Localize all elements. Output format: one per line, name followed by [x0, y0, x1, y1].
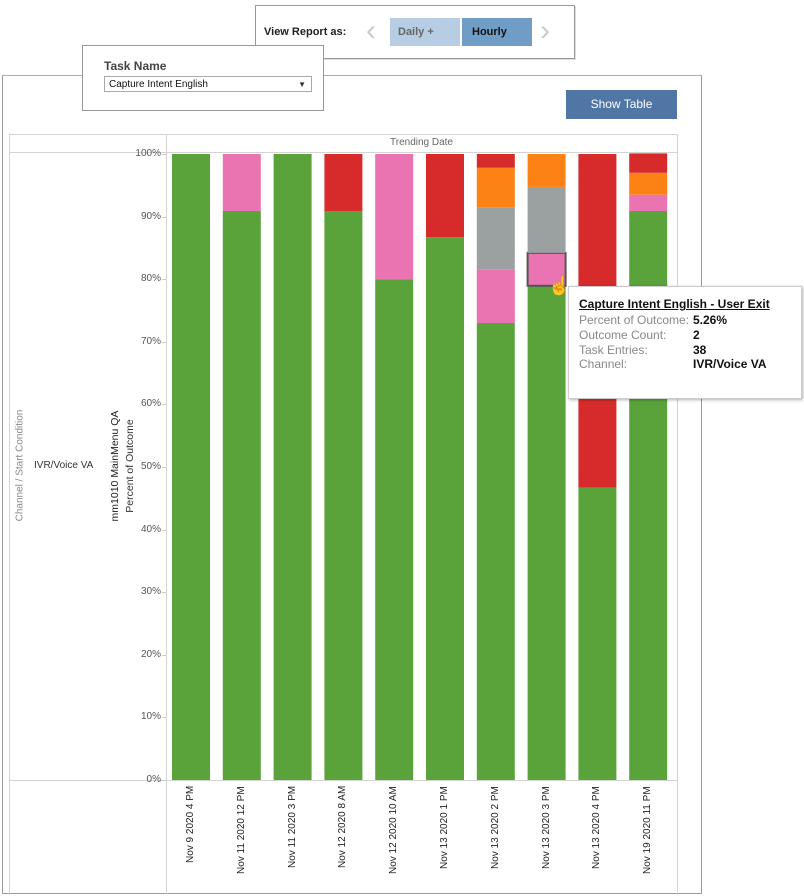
hand-cursor-icon: ☝	[548, 275, 570, 297]
x-tick-label: Nov 9 2020 4 PM	[185, 785, 196, 863]
y-tick-mark	[162, 341, 166, 343]
bar-segment-pink[interactable]	[476, 269, 515, 324]
bar-segment-green[interactable]	[273, 154, 312, 780]
bar-segment-green[interactable]	[375, 279, 414, 780]
y-tick-label: 10%	[140, 711, 161, 723]
tooltip-key: Task Entries:	[579, 343, 648, 357]
y-tick-label: 90%	[140, 210, 161, 222]
show-table-button[interactable]: Show Table	[566, 90, 677, 119]
x-tick-label: Nov 12 2020 10 AM	[388, 786, 400, 874]
x-tick-label: Nov 13 2020 3 PM	[540, 786, 552, 869]
bar-segment-red[interactable]	[629, 153, 668, 173]
bar-segment-pink[interactable]	[526, 251, 567, 287]
tooltip: Capture Intent English - User Exit Perce…	[568, 286, 802, 399]
task-name-title: Task Name	[104, 59, 167, 73]
tooltip-value: IVR/Voice VA	[693, 357, 767, 371]
tooltip-value: 2	[693, 328, 700, 342]
bar-segment-green[interactable]	[527, 285, 566, 780]
y-tick-mark	[162, 529, 166, 531]
x-tick-label: Nov 13 2020 4 PM	[591, 786, 603, 869]
bar-segment-orange[interactable]	[527, 154, 566, 187]
tooltip-key: Percent of Outcome:	[579, 313, 690, 327]
y-tick-label: 30%	[140, 586, 161, 598]
dashboard-panel	[2, 75, 702, 894]
bar-segment-gray[interactable]	[527, 186, 566, 253]
y-tick-label: 50%	[140, 461, 161, 472]
chevron-left-icon[interactable]: ‹	[366, 14, 376, 47]
x-tick-label: Nov 12 2020 8 AM	[337, 785, 349, 868]
y-tick-mark	[162, 216, 166, 218]
y-tick-mark	[162, 592, 166, 594]
daily-option-button[interactable]: Daily +	[390, 18, 460, 46]
bar-segment-orange[interactable]	[629, 172, 668, 195]
y-tick-label: 60%	[140, 398, 161, 410]
x-tick-label: Nov 13 2020 2 PM	[489, 786, 501, 869]
chart-frame	[9, 134, 678, 895]
bar-segment-orange[interactable]	[476, 167, 515, 208]
row-value: IVR/Voice VA	[34, 460, 94, 471]
y-tick-label: 80%	[140, 273, 161, 285]
bar-segment-green[interactable]	[476, 323, 515, 780]
y-tick-label: 0%	[146, 774, 161, 785]
bar-segment-green[interactable]	[172, 154, 210, 780]
column-header: Trending Date	[390, 137, 453, 148]
x-tick-label: Nov 19 2020 11 PM	[642, 786, 654, 874]
bar-segment-pink[interactable]	[222, 154, 261, 211]
chevron-right-icon[interactable]: ›	[540, 14, 550, 47]
bar-segment-gray[interactable]	[476, 207, 515, 270]
bar-segment-pink[interactable]	[375, 154, 414, 280]
task-name-dropdown[interactable]: Capture Intent English ▼	[104, 76, 312, 92]
task-name-filter: Task Name Capture Intent English ▼	[82, 45, 324, 111]
bar-segment-green[interactable]	[578, 487, 617, 780]
dropdown-arrow-icon: ▼	[298, 80, 306, 89]
y-tick-mark	[162, 467, 166, 468]
bar-segment-pink[interactable]	[629, 194, 668, 211]
bar-segment-red[interactable]	[324, 154, 363, 211]
tooltip-key: Channel:	[579, 357, 628, 371]
bar-segment-green[interactable]	[222, 210, 261, 780]
x-tick-label: Nov 11 2020 12 PM	[235, 786, 247, 874]
tooltip-title: Capture Intent English - User Exit	[579, 297, 770, 311]
bar-segment-green[interactable]	[426, 237, 464, 780]
y-tick-label: 20%	[140, 648, 161, 660]
view-report-label: View Report as:	[264, 26, 347, 38]
bar-segment-red[interactable]	[426, 154, 464, 238]
tooltip-key: Outcome Count:	[579, 328, 667, 342]
bar-segment-red[interactable]	[476, 154, 515, 168]
divider	[9, 152, 677, 153]
y-tick-mark	[162, 279, 166, 281]
task-name-value: Capture Intent English	[109, 79, 208, 90]
divider	[166, 134, 167, 894]
divider	[9, 780, 677, 781]
y-tick-label: 40%	[140, 523, 161, 535]
x-tick-label: Nov 13 2020 1 PM	[439, 786, 450, 869]
y-tick-mark	[162, 780, 166, 781]
bar-segment-green[interactable]	[324, 210, 363, 780]
y-tick-mark	[162, 154, 166, 155]
y-tick-mark	[162, 717, 166, 719]
y-tick-label: 100%	[135, 148, 161, 159]
y-tick-mark	[162, 654, 166, 656]
x-tick-label: Nov 11 2020 3 PM	[286, 785, 298, 868]
hourly-option-button[interactable]: Hourly	[462, 18, 532, 46]
y-tick-label: 70%	[140, 335, 161, 347]
tooltip-value: 5.26%	[693, 313, 728, 327]
y-tick-mark	[162, 404, 166, 406]
tooltip-value: 38	[693, 343, 707, 357]
